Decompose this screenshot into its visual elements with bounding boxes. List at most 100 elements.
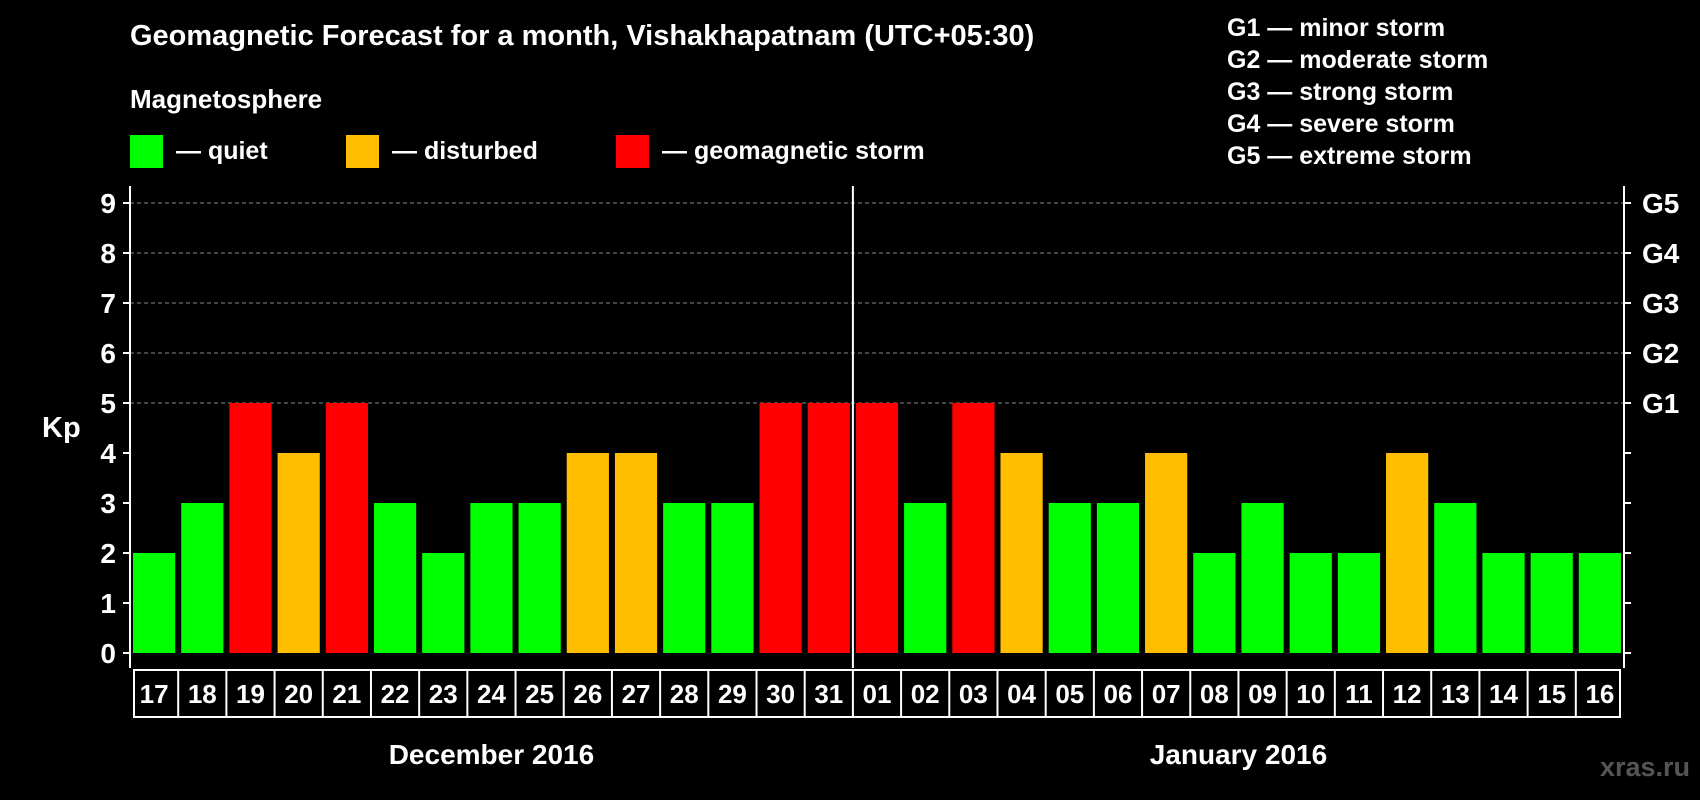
legend-storm: — geomagnetic storm — [616, 134, 925, 168]
category-label-16: 16 — [1585, 679, 1614, 709]
ytick-label-3: 3 — [100, 488, 116, 519]
category-label-25: 25 — [525, 679, 554, 709]
bar-09 — [1241, 503, 1284, 653]
category-label-14: 14 — [1489, 679, 1518, 709]
watermark: xras.ru — [1599, 752, 1690, 782]
bar-12 — [1386, 453, 1429, 653]
bar-22 — [373, 503, 417, 653]
bar-26 — [566, 453, 609, 653]
category-label-03: 03 — [959, 679, 988, 709]
bar-28 — [663, 503, 706, 653]
bar-18 — [181, 503, 224, 653]
ytick-label-4: 4 — [100, 438, 116, 469]
ytick-label-9: 9 — [100, 188, 116, 219]
bar-03 — [952, 403, 995, 653]
category-label-06: 06 — [1104, 679, 1133, 709]
right-label-g1: G1 — [1642, 388, 1679, 419]
category-label-22: 22 — [381, 679, 410, 709]
category-label-17: 17 — [140, 679, 169, 709]
category-label-04: 04 — [1007, 679, 1036, 709]
category-label-27: 27 — [622, 679, 651, 709]
legend-disturbed-label: — disturbed — [392, 136, 538, 165]
storm-level-g2: G2 — moderate storm — [1227, 46, 1489, 74]
category-label-07: 07 — [1152, 679, 1181, 709]
bar-08 — [1193, 553, 1236, 653]
bar-15 — [1530, 553, 1573, 653]
bar-05 — [1048, 503, 1091, 653]
category-label-13: 13 — [1441, 679, 1470, 709]
category-label-10: 10 — [1296, 679, 1325, 709]
right-label-g3: G3 — [1642, 288, 1679, 319]
legend-quiet-label: — quiet — [176, 136, 268, 165]
bar-19 — [229, 403, 272, 653]
bar-02 — [904, 503, 947, 653]
category-label-05: 05 — [1055, 679, 1084, 709]
right-label-g4: G4 — [1642, 238, 1680, 269]
y-axis-label: Kp — [42, 412, 81, 444]
category-label-26: 26 — [573, 679, 602, 709]
category-label-09: 09 — [1248, 679, 1277, 709]
category-label-29: 29 — [718, 679, 747, 709]
ytick-label-1: 1 — [100, 588, 116, 619]
ytick-label-7: 7 — [100, 288, 116, 319]
quiet-swatch — [130, 134, 163, 168]
ytick-label-5: 5 — [100, 388, 116, 419]
storm-level-g4: G4 — severe storm — [1227, 110, 1455, 138]
ytick-label-0: 0 — [100, 638, 116, 669]
bar-10 — [1289, 553, 1332, 653]
category-label-21: 21 — [332, 679, 361, 709]
right-label-g5: G5 — [1642, 188, 1679, 219]
ytick-label-2: 2 — [100, 538, 116, 569]
bar-21 — [325, 403, 368, 653]
category-label-15: 15 — [1537, 679, 1566, 709]
category-label-18: 18 — [188, 679, 217, 709]
chart-title: Geomagnetic Forecast for a month, Vishak… — [130, 20, 1035, 52]
bar-17 — [133, 553, 176, 653]
category-strip — [133, 669, 1621, 718]
category-label-12: 12 — [1393, 679, 1422, 709]
bar-01 — [855, 403, 899, 653]
category-label-23: 23 — [429, 679, 458, 709]
category-label-20: 20 — [284, 679, 313, 709]
storm-level-g1: G1 — minor storm — [1227, 14, 1446, 42]
ytick-label-8: 8 — [100, 238, 116, 269]
category-label-02: 02 — [911, 679, 940, 709]
bar-13 — [1434, 503, 1477, 653]
bar-31 — [807, 403, 850, 653]
bar-30 — [759, 403, 802, 653]
bar-06 — [1096, 503, 1140, 653]
bar-24 — [470, 503, 513, 653]
bar-29 — [711, 503, 754, 653]
storm-swatch — [616, 134, 649, 168]
storm-level-g3: G3 — strong storm — [1227, 78, 1454, 106]
category-label-19: 19 — [236, 679, 265, 709]
category-label-24: 24 — [477, 679, 506, 709]
category-label-11: 11 — [1345, 679, 1373, 709]
month-label-1: January 2016 — [1150, 739, 1327, 770]
legend-storm-label: — geomagnetic storm — [662, 136, 925, 165]
category-label-01: 01 — [863, 679, 892, 709]
category-label-08: 08 — [1200, 679, 1229, 709]
legend-heading: Magnetosphere — [130, 84, 323, 114]
category-label-28: 28 — [670, 679, 699, 709]
legend-quiet: — quiet — [130, 134, 268, 168]
bar-04 — [1000, 453, 1043, 653]
bar-25 — [518, 503, 561, 653]
legend-disturbed: — disturbed — [346, 134, 538, 168]
bar-14 — [1482, 553, 1525, 653]
bar-07 — [1145, 453, 1188, 653]
storm-level-g5: G5 — extreme storm — [1227, 142, 1472, 170]
bar-27 — [614, 453, 658, 653]
bar-23 — [422, 553, 465, 653]
right-label-g2: G2 — [1642, 338, 1679, 369]
category-label-31: 31 — [814, 679, 843, 709]
storm-level-legend: G1 — minor storm G2 — moderate storm G3 … — [1227, 12, 1488, 172]
bar-16 — [1578, 553, 1621, 653]
bar-11 — [1337, 553, 1381, 653]
ytick-label-6: 6 — [100, 338, 116, 369]
category-label-30: 30 — [766, 679, 795, 709]
disturbed-swatch — [346, 134, 379, 168]
bar-20 — [277, 453, 320, 653]
month-label-0: December 2016 — [389, 739, 594, 770]
